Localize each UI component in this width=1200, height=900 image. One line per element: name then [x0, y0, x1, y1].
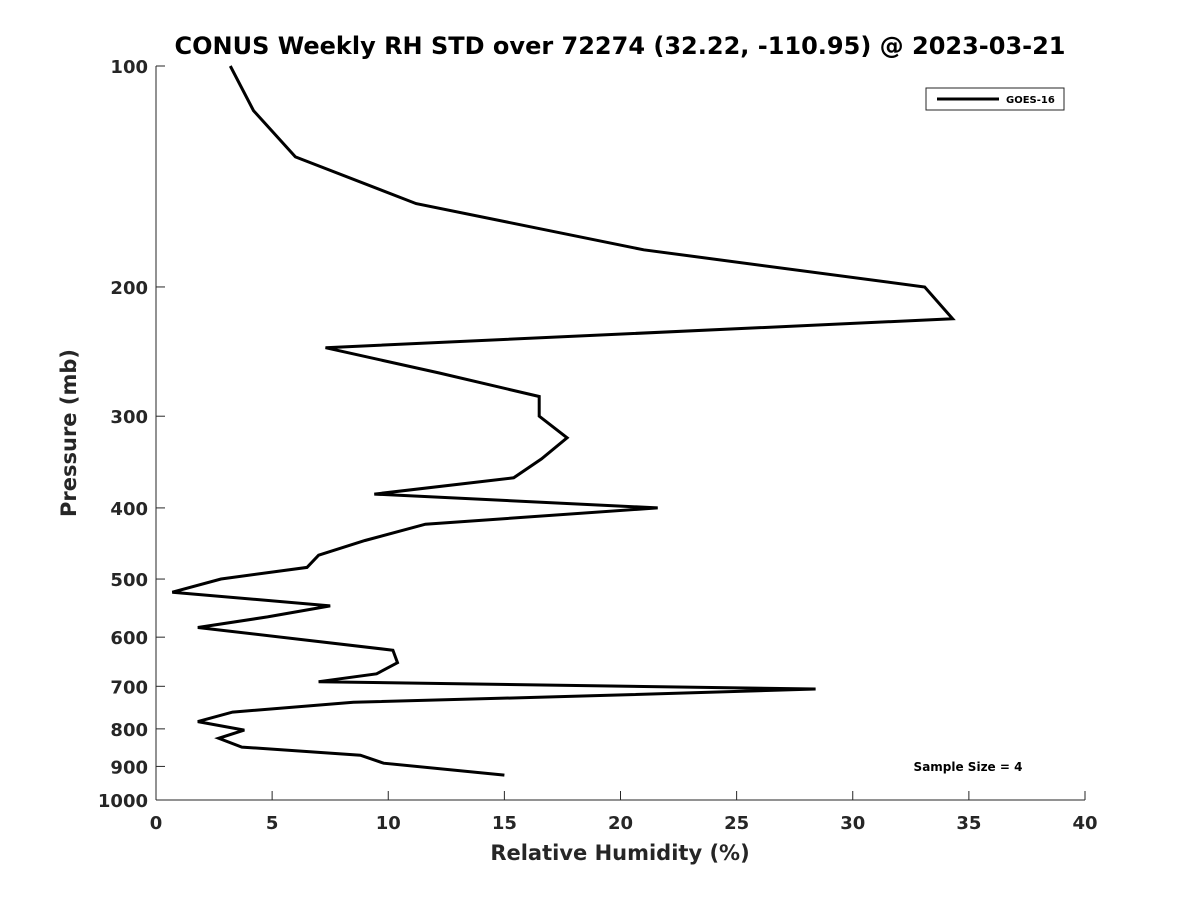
- y-tick-label: 100: [110, 57, 148, 78]
- x-axis-label: Relative Humidity (%): [490, 841, 749, 865]
- y-tick-label: 900: [110, 757, 148, 778]
- x-tick-label: 15: [492, 813, 517, 834]
- y-tick-label: 800: [110, 720, 148, 741]
- y-tick-label: 400: [110, 499, 148, 520]
- x-tick-label: 10: [376, 813, 401, 834]
- x-tick-label: 0: [150, 813, 163, 834]
- x-ticks: 0 5 10 15 20 25 30 35 40: [150, 791, 1098, 834]
- x-tick-label: 30: [840, 813, 865, 834]
- x-tick-label: 20: [608, 813, 633, 834]
- y-axis-label: Pressure (mb): [57, 349, 81, 517]
- y-tick-label: 300: [110, 407, 148, 428]
- x-tick-label: 35: [956, 813, 981, 834]
- y-ticks: 100 200 300 400 500 600 700 800 900 1000: [98, 57, 165, 812]
- series-line-goes-16: [171, 65, 956, 777]
- sample-size-annotation: Sample Size = 4: [914, 760, 1023, 774]
- x-tick-label: 40: [1072, 813, 1097, 834]
- y-tick-label: 1000: [98, 791, 148, 812]
- legend: GOES-16: [925, 87, 1065, 111]
- plot-area: 0 5 10 15 20 25 30 35 40 100 200 300 400 500 600 700 80…: [98, 57, 1098, 834]
- chart-title: CONUS Weekly RH STD over 72274 (32.22, -…: [174, 32, 1065, 60]
- y-tick-label: 500: [110, 570, 148, 591]
- x-tick-label: 5: [266, 813, 279, 834]
- y-tick-label: 600: [110, 628, 148, 649]
- x-tick-label: 25: [724, 813, 749, 834]
- y-tick-label: 700: [110, 677, 148, 698]
- legend-label-goes-16: GOES-16: [1006, 95, 1055, 106]
- y-tick-label: 200: [110, 278, 148, 299]
